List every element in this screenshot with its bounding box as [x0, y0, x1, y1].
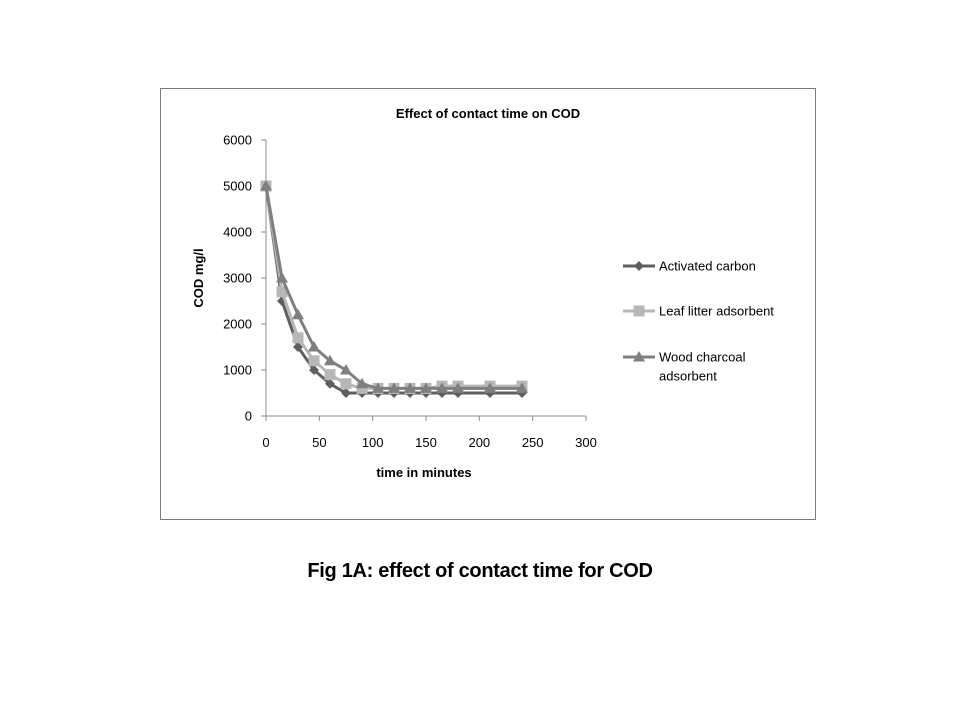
y-axis-label: COD mg/l	[191, 248, 206, 307]
y-tick-label: 3000	[223, 271, 252, 286]
y-tick-label: 5000	[223, 179, 252, 194]
data-point	[308, 341, 320, 352]
y-tick-label: 2000	[223, 317, 252, 332]
data-point	[309, 365, 319, 375]
y-tick-label: 1000	[223, 363, 252, 378]
legend-marker	[633, 351, 645, 362]
chart-frame: Effect of contact time on COD COD mg/l t…	[160, 88, 816, 520]
data-point	[484, 382, 496, 393]
y-tick-label: 0	[245, 409, 252, 424]
data-point	[276, 272, 288, 283]
legend-label: Wood charcoal adsorbent	[659, 350, 746, 384]
legend-marker	[633, 305, 645, 317]
data-point	[292, 308, 304, 320]
series-line	[264, 185, 522, 395]
data-point	[404, 382, 416, 393]
data-point	[324, 369, 336, 381]
data-point	[388, 382, 400, 393]
series-wood-charcoal-adsorbent	[260, 180, 528, 393]
x-tick-label: 100	[362, 435, 384, 450]
data-point	[340, 364, 352, 375]
data-point	[340, 378, 352, 390]
x-axis-ticks: 0 50 100 150 200 250 300	[262, 416, 597, 450]
data-point	[260, 180, 272, 191]
chart-title: Effect of contact time on COD	[396, 106, 580, 121]
data-point	[356, 377, 368, 389]
data-point	[356, 382, 368, 394]
data-point	[324, 354, 336, 366]
data-point	[325, 378, 335, 389]
x-tick-label: 200	[468, 435, 490, 450]
y-axis-ticks: 0 1000 2000 3000 4000 5000 6000	[223, 133, 266, 424]
x-tick-label: 150	[415, 435, 437, 450]
legend-item: Activated carbon	[623, 259, 756, 274]
x-axis-label: time in minutes	[376, 465, 471, 480]
line-chart: Effect of contact time on COD COD mg/l t…	[191, 106, 774, 480]
data-point	[341, 388, 351, 398]
legend-label: Activated carbon	[659, 259, 756, 274]
x-tick-label: 0	[262, 435, 269, 450]
series-activated-carbon	[261, 181, 527, 398]
x-tick-label: 250	[522, 435, 544, 450]
x-tick-label: 50	[312, 435, 326, 450]
y-tick-label: 6000	[223, 133, 252, 148]
data-point	[452, 382, 464, 393]
legend-item: Wood charcoal adsorbent	[623, 350, 746, 384]
series-leaf-litter-adsorbent	[260, 180, 528, 394]
data-point	[516, 382, 528, 393]
data-point	[292, 332, 304, 344]
data-point	[436, 382, 448, 393]
data-point	[293, 342, 303, 352]
data-point	[420, 382, 432, 393]
figure-caption: Fig 1A: effect of contact time for COD	[307, 560, 653, 582]
data-point	[276, 286, 288, 298]
x-tick-label: 300	[575, 435, 597, 450]
legend-marker	[634, 261, 644, 271]
legend: Activated carbon Leaf litter adsorbent Woo…	[623, 259, 774, 384]
y-tick-label: 4000	[223, 225, 252, 240]
data-point	[308, 355, 320, 367]
legend-item: Leaf litter adsorbent	[623, 304, 774, 319]
legend-label: Leaf litter adsorbent	[659, 304, 774, 319]
data-point	[372, 382, 384, 393]
series-layer	[260, 180, 528, 398]
